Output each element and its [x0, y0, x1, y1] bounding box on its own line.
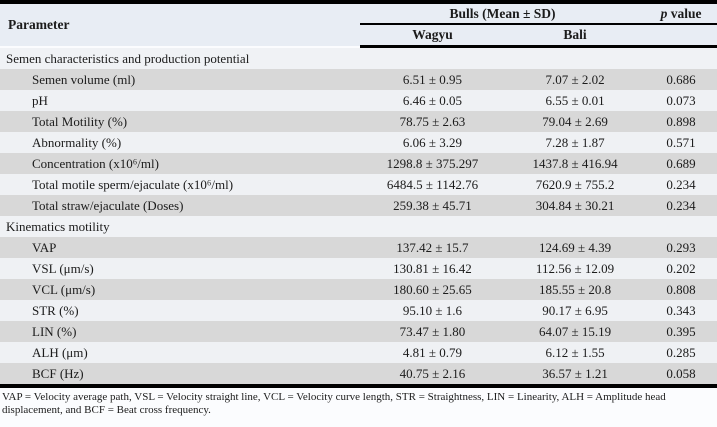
table-row-abnormality: Abnormality (%) 6.06 ± 3.29 7.28 ± 1.87 …: [0, 131, 717, 153]
p-value: 0.898: [645, 110, 717, 132]
col-header-parameter: Parameter: [0, 2, 360, 46]
bali-value: 185.55 ± 20.8: [505, 278, 646, 300]
wagyu-value: 40.75 ± 2.16: [360, 362, 505, 386]
param-cell: Total straw/ejaculate (Doses): [0, 194, 360, 216]
p-value: 0.293: [645, 236, 717, 258]
section-title: Semen characteristics and production pot…: [0, 46, 717, 69]
param-cell: Total motile sperm/ejaculate (x10⁶/ml): [0, 173, 360, 195]
p-value: 0.234: [645, 194, 717, 216]
parameters-comparison-table: Parameter Bulls (Mean ± SD) p value Wagy…: [0, 0, 717, 388]
wagyu-value: 6.06 ± 3.29: [360, 131, 505, 153]
param-cell: Concentration (x10⁶/ml): [0, 152, 360, 174]
bali-value: 90.17 ± 6.95: [505, 299, 646, 321]
p-value: 0.395: [645, 320, 717, 342]
table-row-alh: ALH (μm) 4.81 ± 0.79 6.12 ± 1.55 0.285: [0, 341, 717, 363]
wagyu-value: 6484.5 ± 1142.76: [360, 173, 505, 195]
wagyu-value: 259.38 ± 45.71: [360, 194, 505, 216]
p-value: 0.686: [645, 68, 717, 90]
p-value: 0.689: [645, 152, 717, 174]
p-value: 0.058: [645, 362, 717, 386]
bali-value: 7620.9 ± 755.2: [505, 173, 646, 195]
bali-value: 304.84 ± 30.21: [505, 194, 646, 216]
p-value: 0.285: [645, 341, 717, 363]
bali-value: 64.07 ± 15.19: [505, 320, 646, 342]
p-value: 0.571: [645, 131, 717, 153]
table-header: Parameter Bulls (Mean ± SD) p value Wagy…: [0, 2, 717, 48]
wagyu-value: 95.10 ± 1.6: [360, 299, 505, 321]
param-cell: Semen volume (ml): [0, 68, 360, 90]
wagyu-value: 130.81 ± 16.42: [360, 257, 505, 279]
table-row-vap: VAP 137.42 ± 15.7 124.69 ± 4.39 0.293: [0, 236, 717, 258]
table-row-total-straw: Total straw/ejaculate (Doses) 259.38 ± 4…: [0, 194, 717, 216]
section-row-kinematics-motility: Kinematics motility: [0, 215, 717, 237]
wagyu-value: 6.46 ± 0.05: [360, 89, 505, 111]
wagyu-value: 180.60 ± 25.65: [360, 278, 505, 300]
p-value-rest: value: [667, 5, 702, 21]
col-header-bali: Bali: [505, 24, 646, 48]
param-cell: BCF (Hz): [0, 362, 360, 386]
param-cell: LIN (%): [0, 320, 360, 342]
param-cell: VCL (μm/s): [0, 278, 360, 300]
col-header-bulls-group: Bulls (Mean ± SD): [360, 2, 646, 25]
p-value: 0.073: [645, 89, 717, 111]
bali-value: 6.55 ± 0.01: [505, 89, 646, 111]
table-row-total-motile-sperm: Total motile sperm/ejaculate (x10⁶/ml) 6…: [0, 173, 717, 195]
bali-value: 79.04 ± 2.69: [505, 110, 646, 132]
wagyu-value: 1298.8 ± 375.297: [360, 152, 505, 174]
p-value: 0.343: [645, 299, 717, 321]
param-cell: Abnormality (%): [0, 131, 360, 153]
table-row-lin: LIN (%) 73.47 ± 1.80 64.07 ± 15.19 0.395: [0, 320, 717, 342]
table-row-str: STR (%) 95.10 ± 1.6 90.17 ± 6.95 0.343: [0, 299, 717, 321]
table-row-concentration: Concentration (x10⁶/ml) 1298.8 ± 375.297…: [0, 152, 717, 174]
param-cell: ALH (μm): [0, 341, 360, 363]
table-body: Semen characteristics and production pot…: [0, 46, 717, 386]
bali-value: 112.56 ± 12.09: [505, 257, 646, 279]
bali-value: 7.28 ± 1.87: [505, 131, 646, 153]
table-row-bcf: BCF (Hz) 40.75 ± 2.16 36.57 ± 1.21 0.058: [0, 362, 717, 386]
p-value: 0.202: [645, 257, 717, 279]
section-title: Kinematics motility: [0, 215, 717, 237]
header-row-breeds: Wagyu Bali: [0, 24, 717, 48]
col-header-p-value: p value: [645, 2, 717, 25]
wagyu-value: 137.42 ± 15.7: [360, 236, 505, 258]
table-footnote: VAP = Velocity average path, VSL = Veloc…: [0, 387, 717, 418]
param-cell: VSL (μm/s): [0, 257, 360, 279]
wagyu-value: 78.75 ± 2.63: [360, 110, 505, 132]
table-row-vsl: VSL (μm/s) 130.81 ± 16.42 112.56 ± 12.09…: [0, 257, 717, 279]
bali-value: 1437.8 ± 416.94: [505, 152, 646, 174]
table-row-vcl: VCL (μm/s) 180.60 ± 25.65 185.55 ± 20.8 …: [0, 278, 717, 300]
header-row-group: Parameter Bulls (Mean ± SD) p value: [0, 2, 717, 46]
table-row-total-motility: Total Motility (%) 78.75 ± 2.63 79.04 ± …: [0, 110, 717, 132]
p-value: 0.808: [645, 278, 717, 300]
p-value-italic-p: p: [660, 5, 668, 21]
param-cell: Total Motility (%): [0, 110, 360, 132]
bali-value: 36.57 ± 1.21: [505, 362, 646, 386]
bali-value: 124.69 ± 4.39: [505, 236, 646, 258]
p-value: 0.234: [645, 173, 717, 195]
param-cell: VAP: [0, 236, 360, 258]
bali-value: 6.12 ± 1.55: [505, 341, 646, 363]
table-row-semen-volume: Semen volume (ml) 6.51 ± 0.95 7.07 ± 2.0…: [0, 68, 717, 90]
table-row-ph: pH 6.46 ± 0.05 6.55 ± 0.01 0.073: [0, 89, 717, 111]
param-cell: STR (%): [0, 299, 360, 321]
wagyu-value: 4.81 ± 0.79: [360, 341, 505, 363]
wagyu-value: 6.51 ± 0.95: [360, 68, 505, 90]
wagyu-value: 73.47 ± 1.80: [360, 320, 505, 342]
section-row-semen-characteristics: Semen characteristics and production pot…: [0, 46, 717, 69]
bali-value: 7.07 ± 2.02: [505, 68, 646, 90]
param-cell: pH: [0, 89, 360, 111]
col-header-empty: [645, 24, 717, 48]
col-header-wagyu: Wagyu: [360, 24, 505, 48]
